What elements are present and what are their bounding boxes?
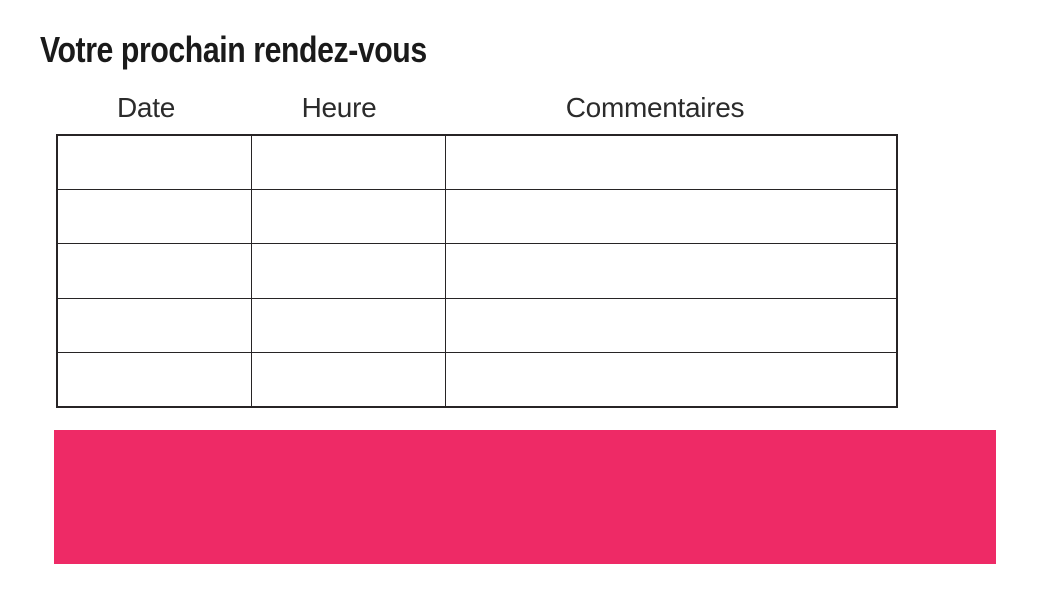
column-header-date: Date [117,92,175,123]
table-cell [56,297,252,354]
table-cell [250,297,446,354]
table-cell [444,134,898,190]
table-row [56,352,898,408]
table-cell [250,188,446,245]
column-header-commentaires: Commentaires [565,92,745,123]
page-title: Votre prochain rendez-vous [40,29,427,70]
table-cell [250,134,446,190]
table-cell [444,243,898,299]
table-cell [56,134,252,190]
table-cell [250,243,446,299]
table-cell [444,352,898,408]
column-header-heure: Heure [301,92,377,123]
table-row [56,243,898,299]
table-cell [56,188,252,245]
table-cell [250,352,446,408]
accent-bar [54,430,996,564]
table-row [56,188,898,245]
appointments-table-body [56,134,898,408]
table-cell [444,188,898,245]
table-cell [56,352,252,408]
table-cell [444,297,898,354]
table-cell [56,243,252,299]
table-row [56,297,898,354]
appointments-table [56,134,898,408]
table-row [56,134,898,190]
